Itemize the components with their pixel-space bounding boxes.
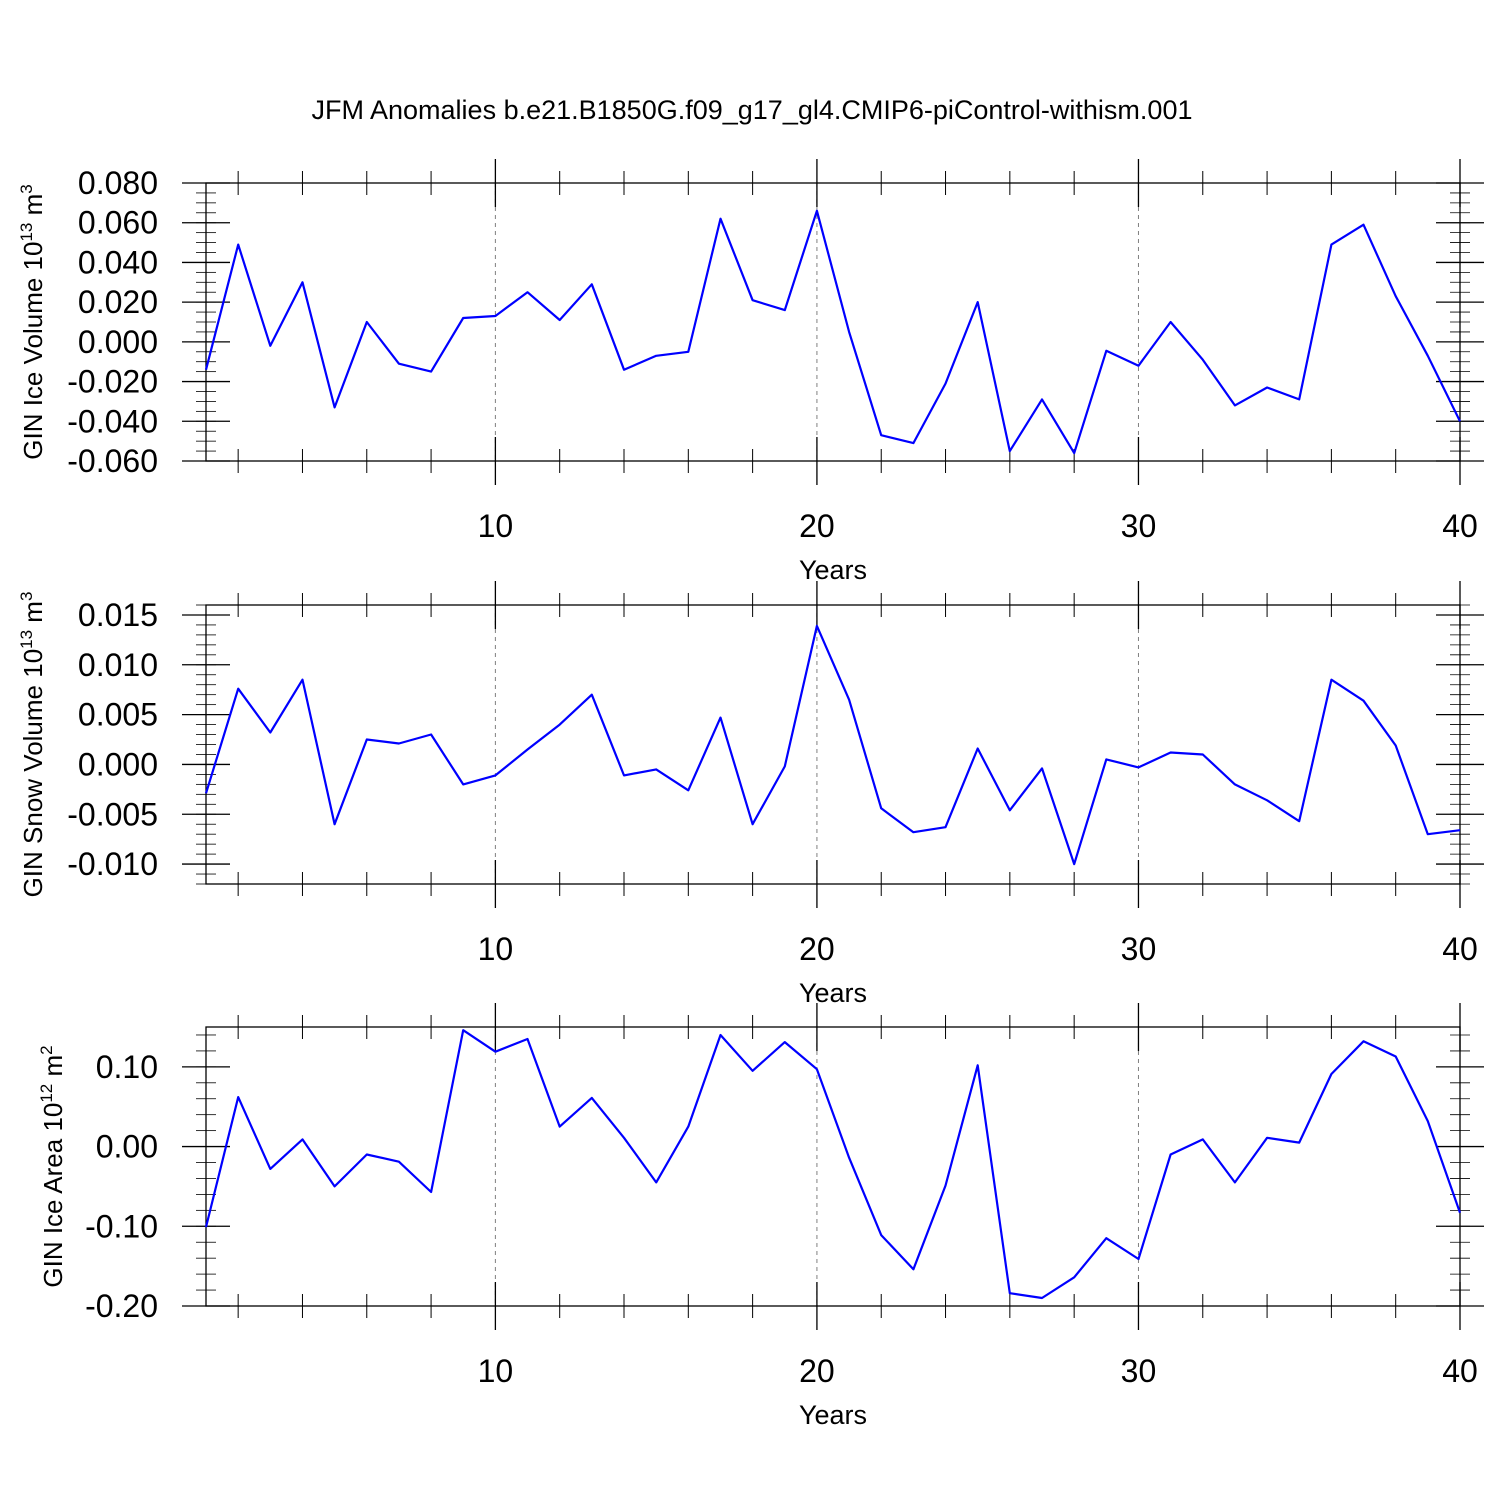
data-line <box>204 1029 1462 1300</box>
plot-frame <box>205 182 1461 462</box>
x-tick-label: 10 <box>478 931 514 967</box>
x-tick-label: 10 <box>478 508 514 544</box>
y-axis-label: GIN Snow Volume 1013 m3 <box>17 592 48 898</box>
x-tick-label: 30 <box>1121 508 1157 544</box>
y-axis-label-part: 3 <box>17 592 36 601</box>
y-tick-label: -0.040 <box>67 403 158 439</box>
x-axis-label: Years <box>799 1400 867 1430</box>
y-tick-label: -0.005 <box>67 796 158 832</box>
y-axis-label: GIN Ice Volume 1013 m3 <box>17 184 48 460</box>
y-tick-label: 0.060 <box>78 205 158 241</box>
x-tick-label: 40 <box>1442 1353 1478 1389</box>
y-tick-label: 0.020 <box>78 284 158 320</box>
x-tick-label: 30 <box>1121 931 1157 967</box>
panel-3: 10 20 30 40 -0.20 -0.10 0.00 0.10 Years GIN Ice A… <box>37 1003 1484 1430</box>
y-tick-label: 0.005 <box>78 697 158 733</box>
y-tick-label: 0.010 <box>78 647 158 683</box>
y-tick-label: 0.040 <box>78 244 158 280</box>
y-tick-label: 0.080 <box>78 165 158 201</box>
x-tick-label: 30 <box>1121 1353 1157 1389</box>
data-line <box>204 209 1461 455</box>
y-axis-label-part: m <box>18 194 48 223</box>
y-axis-label-part: m <box>18 601 48 630</box>
y-tick-label: -0.20 <box>85 1288 158 1324</box>
y-tick-label: -0.060 <box>67 443 158 479</box>
x-tick-label: 10 <box>478 1353 514 1389</box>
x-tick-label: 20 <box>799 508 835 544</box>
y-axis-label-part: GIN Snow Volume 10 <box>18 649 48 898</box>
y-axis-label-part: 13 <box>17 223 36 242</box>
y-axis-label-part: m <box>38 1055 68 1084</box>
x-axis-label: Years <box>799 978 867 1008</box>
y-axis-label-part: 3 <box>17 184 36 193</box>
y-tick-label: 0.00 <box>96 1129 158 1165</box>
y-axis-label: GIN Ice Area 1012 m2 <box>37 1045 68 1287</box>
plot-frame <box>205 1026 1461 1307</box>
y-tick-label: -0.010 <box>67 846 158 882</box>
x-tick-label: 20 <box>799 931 835 967</box>
plot-frame <box>205 604 1461 885</box>
y-axis-label-part: GIN Ice Area 10 <box>38 1103 68 1288</box>
y-tick-label: 0.10 <box>96 1049 158 1085</box>
y-axis-label-part: GIN Ice Volume 10 <box>18 242 48 460</box>
panel-2: 10 20 30 40 -0.010 -0.005 0.000 0.005 0.010 0.015… <box>17 581 1484 1008</box>
chart-title: JFM Anomalies b.e21.B1850G.f09_g17_gl4.C… <box>312 95 1193 125</box>
y-tick-label: -0.10 <box>85 1208 158 1244</box>
x-tick-label: 40 <box>1442 508 1478 544</box>
y-tick-label: 0.000 <box>78 746 158 782</box>
panel-1: 10 20 30 40 -0.060 -0.040-0.020 0.000 0.020 0.04… <box>17 159 1484 585</box>
y-tick-label: -0.020 <box>67 364 158 400</box>
x-tick-label: 20 <box>799 1353 835 1389</box>
y-tick-label: 0.015 <box>78 597 158 633</box>
y-axis-label-part: 13 <box>17 630 36 649</box>
data-line <box>204 624 1461 866</box>
x-axis-label: Years <box>799 555 867 585</box>
x-tick-label: 40 <box>1442 931 1478 967</box>
y-tick-label: 0.000 <box>78 324 158 360</box>
y-axis-label-part: 2 <box>37 1045 56 1054</box>
y-axis-label-part: 12 <box>37 1084 56 1103</box>
